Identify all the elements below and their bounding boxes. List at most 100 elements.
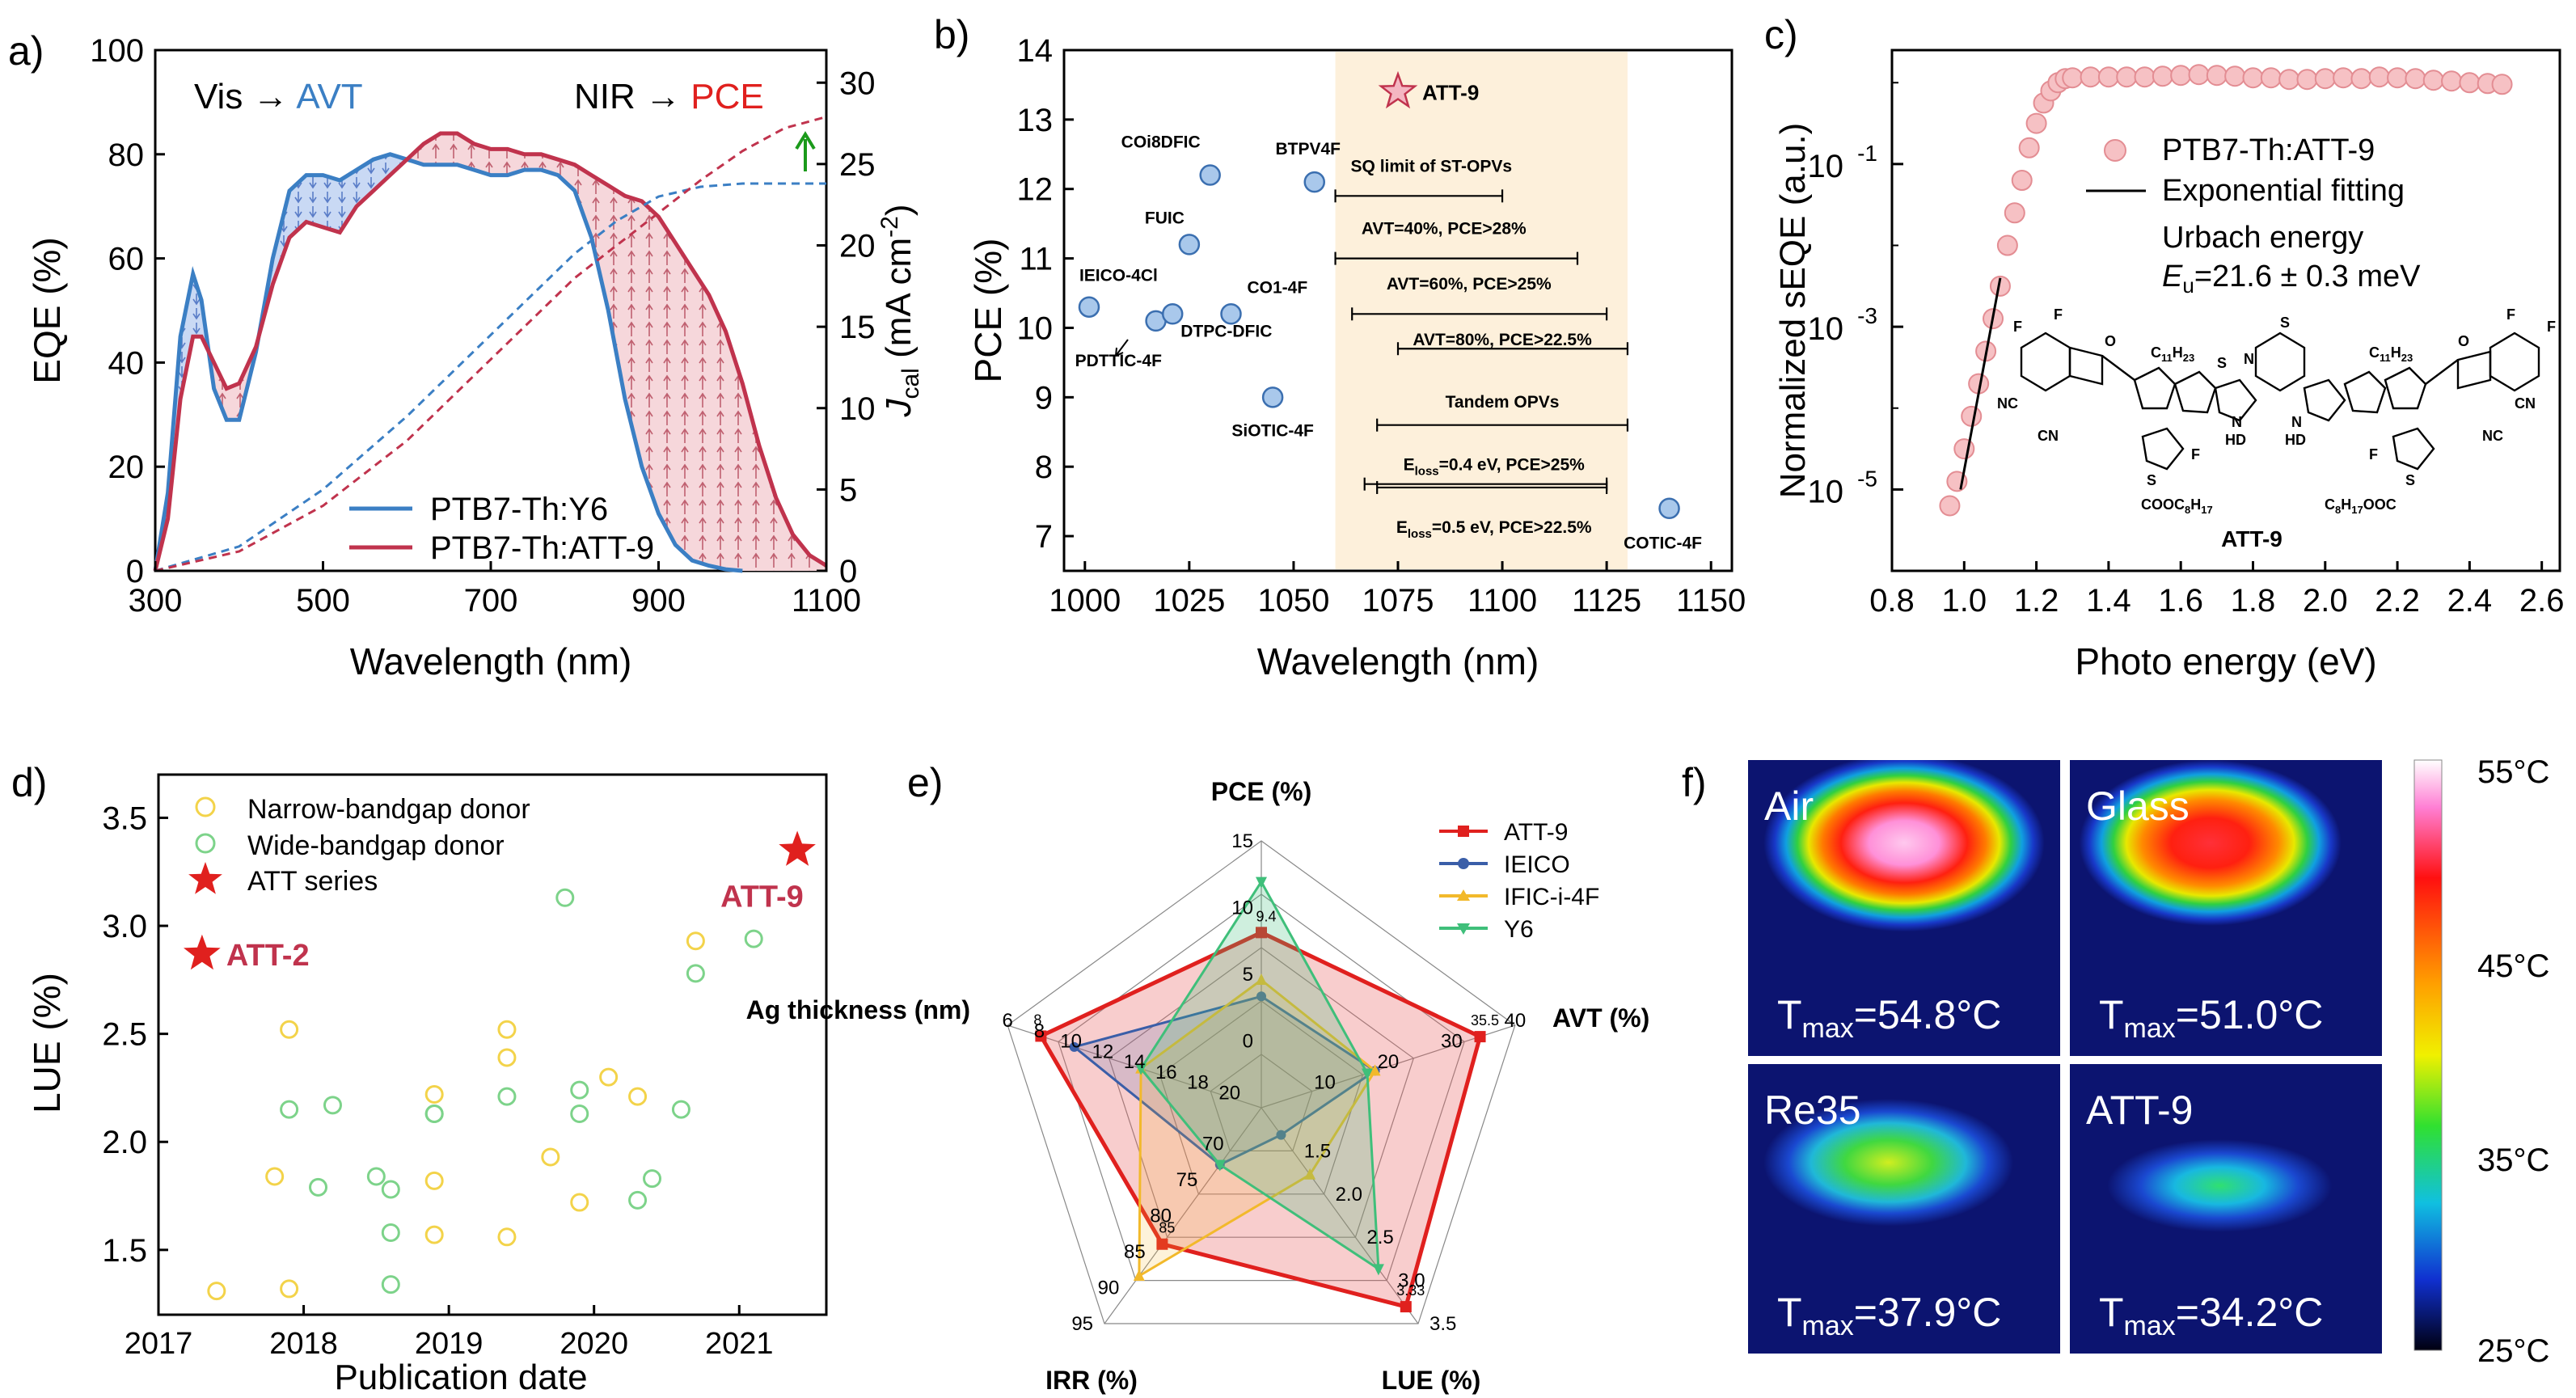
legend-marker-att <box>188 862 222 894</box>
x-tick-label: 1.0 <box>1941 583 1987 619</box>
svg-text:F: F <box>2547 319 2556 335</box>
att9-molecule-structure <box>2020 332 2540 471</box>
y-tick-label: 3.5 <box>102 800 147 836</box>
limit-label: Tandem OPVs <box>1446 393 1560 412</box>
legend-label-wide: Wide-bandgap donor <box>247 830 505 861</box>
panel-label-c: c) <box>1764 12 1798 57</box>
svg-text:F: F <box>2191 446 2200 462</box>
data-point <box>2314 68 2336 90</box>
radar-tick-label: 95 <box>1071 1313 1093 1335</box>
data-point <box>2018 137 2040 158</box>
radar-axis-label: Ag thickness (nm) <box>746 995 970 1024</box>
point-label: COTIC-4F <box>1624 534 1702 553</box>
data-point <box>1078 296 1100 318</box>
radar-axis-label: PCE (%) <box>1211 777 1311 806</box>
panel-d-y-label: LUE (%) <box>26 973 68 1113</box>
radar-tick-label: 12 <box>1092 1041 1113 1062</box>
radar-value-label: 85 <box>1159 1220 1175 1236</box>
data-point <box>309 1177 328 1197</box>
x-tick-label: 1050 <box>1257 583 1329 619</box>
star-marker-att9 <box>1378 70 1418 109</box>
point-label: SiOTIC-4F <box>1231 421 1314 440</box>
star-marker <box>184 934 221 970</box>
radar-grid-ring <box>1108 947 1415 1238</box>
x-tick-label: 1125 <box>1572 583 1641 619</box>
panel-a-x-label: Wavelength (nm) <box>350 640 632 682</box>
radar-legend-marker <box>1458 826 1469 837</box>
data-point <box>2224 65 2246 87</box>
y-tick-label: 7 <box>1035 519 1053 555</box>
data-point <box>643 1169 662 1189</box>
svg-text:C8H17OOC: C8H17OOC <box>2325 496 2397 516</box>
data-point <box>686 931 705 951</box>
x-tick-label: 1100 <box>792 583 861 619</box>
thermal-image-glass: Glass Tmax=51.0°C <box>2070 760 2382 1056</box>
radar-spoke <box>1104 1107 1262 1324</box>
panel-a-y-label: EQE (%) <box>26 237 68 383</box>
radar-marker <box>1361 1068 1373 1080</box>
panel-label-f: f) <box>1682 760 1707 805</box>
radar-grid-ring <box>1210 1054 1313 1152</box>
point-label: CO1-4F <box>1248 278 1308 297</box>
panel-a-annotation-nir: NIR → PCE <box>574 77 764 116</box>
radar-legend-marker <box>1457 923 1470 935</box>
data-point <box>2152 65 2173 87</box>
data-point <box>671 1100 690 1119</box>
panel-b-eloss-label-2: Eloss=0.5 eV, PCE>22.5% <box>1396 518 1592 541</box>
panel-b-pointer-head <box>1115 347 1124 357</box>
panel-a-up-arrow <box>795 131 816 171</box>
data-point <box>280 1100 299 1119</box>
color-scale-bar <box>2413 759 2443 1351</box>
radar-value-label: 9.4 <box>1256 908 1276 924</box>
radar-tick-label: 10 <box>1231 898 1253 919</box>
radar-tick-label: 5 <box>1243 964 1253 986</box>
data-point <box>2097 66 2119 88</box>
y-tick-exponent: -3 <box>1857 303 1877 328</box>
data-point <box>555 888 575 907</box>
panel-b-pointer-arrow <box>1115 339 1129 357</box>
radar-legend-marker <box>1458 858 1469 869</box>
radar-marker <box>1304 1168 1316 1180</box>
point-label: IEICO-4Cl <box>1079 267 1158 285</box>
data-point <box>628 1087 648 1106</box>
svg-text:F: F <box>2506 306 2515 323</box>
legend-label-att9: PTB7-Th:ATT-9 <box>430 530 654 566</box>
radar-tick-label: 20 <box>1218 1082 1240 1104</box>
y-tick-label: 40 <box>108 345 145 381</box>
point-label: DTPC-DFIC <box>1180 322 1272 340</box>
y-tick-label: 100 <box>90 33 144 69</box>
radar-tick-label: 80 <box>1150 1205 1172 1227</box>
data-point <box>1961 405 1983 427</box>
svg-text:O: O <box>2458 333 2469 349</box>
data-point <box>2011 170 2033 191</box>
data-point <box>1261 386 1284 408</box>
radar-tick-label: 10 <box>1314 1072 1336 1094</box>
x-tick-label: 900 <box>631 583 686 619</box>
data-point <box>207 1282 226 1301</box>
radar-marker <box>1035 1030 1047 1042</box>
data-point <box>381 1275 400 1295</box>
data-point <box>570 1104 589 1124</box>
data-point <box>2441 70 2463 92</box>
svg-text:COOC8H17: COOC8H17 <box>2141 496 2213 516</box>
molecule-label: ATT-9 <box>2221 526 2283 551</box>
data-point <box>497 1087 517 1106</box>
data-point <box>265 1167 285 1186</box>
svg-text:NC: NC <box>1997 395 2018 412</box>
scale-label-55: 55°C <box>2477 754 2549 790</box>
radar-grid-ring <box>1007 840 1516 1324</box>
x-tick-label: 1025 <box>1153 583 1225 619</box>
svg-text:S: S <box>2217 355 2227 371</box>
panel-b-chart: SQ limit of ST-OPVs AVT=40%, PCE>28% AVT=6… <box>967 33 1746 682</box>
svg-text:HD: HD <box>2285 432 2306 448</box>
data-point <box>570 1080 589 1100</box>
radar-legend-label: Y6 <box>1504 916 1534 943</box>
radar-axis-label: AVT (%) <box>1552 1003 1649 1033</box>
radar-marker <box>1256 991 1266 1002</box>
data-point <box>599 1067 619 1087</box>
svg-text:CN: CN <box>2515 395 2536 412</box>
y2-tick-label: 10 <box>839 391 876 427</box>
radar-tick-label: 15 <box>1231 830 1253 852</box>
panel-c-note-urbach: Urbach energy <box>2162 221 2363 255</box>
radar-tick-label: 8 <box>1034 1020 1045 1042</box>
